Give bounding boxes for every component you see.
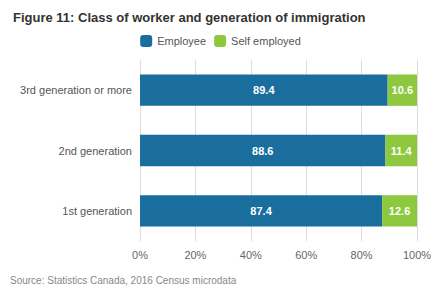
- svg-text:3rd generation or more: 3rd generation or more: [20, 84, 132, 96]
- svg-text:20%: 20%: [184, 249, 206, 261]
- svg-text:1st generation: 1st generation: [62, 205, 132, 217]
- svg-text:80%: 80%: [351, 249, 373, 261]
- svg-text:87.4: 87.4: [250, 205, 272, 217]
- svg-text:0%: 0%: [132, 249, 148, 261]
- svg-text:60%: 60%: [295, 249, 317, 261]
- svg-text:12.6: 12.6: [389, 205, 410, 217]
- svg-text:Figure 11: Class of worker and: Figure 11: Class of worker and generatio…: [13, 10, 366, 25]
- svg-text:Employee: Employee: [157, 35, 206, 47]
- svg-text:Source: Statistics Canada, 201: Source: Statistics Canada, 2016 Census m…: [10, 275, 237, 286]
- svg-text:11.4: 11.4: [391, 145, 413, 157]
- svg-text:2nd generation: 2nd generation: [59, 145, 132, 157]
- svg-text:10.6: 10.6: [392, 84, 413, 96]
- svg-text:Self employed: Self employed: [231, 35, 301, 47]
- svg-text:100%: 100%: [403, 249, 431, 261]
- svg-text:89.4: 89.4: [253, 84, 275, 96]
- svg-text:88.6: 88.6: [252, 145, 273, 157]
- svg-text:40%: 40%: [240, 249, 262, 261]
